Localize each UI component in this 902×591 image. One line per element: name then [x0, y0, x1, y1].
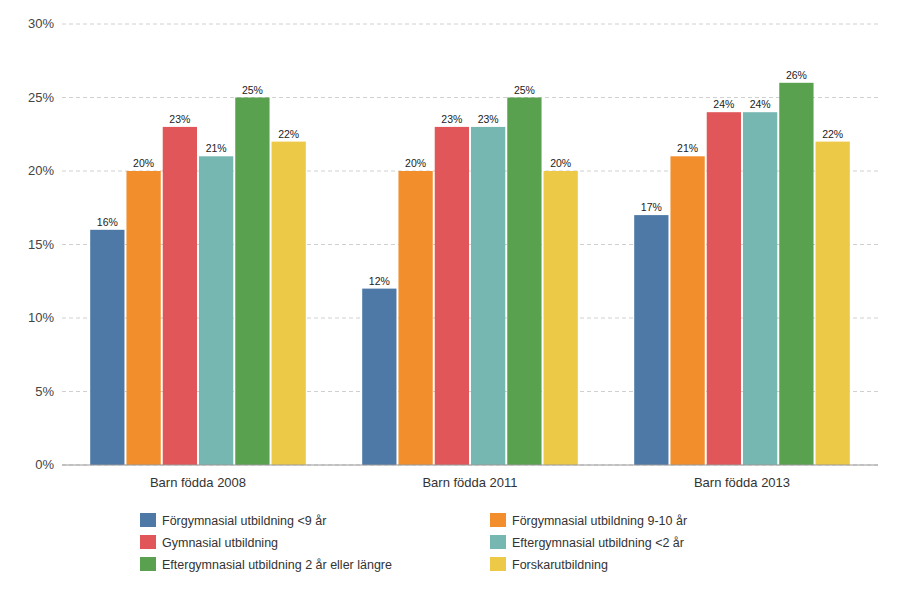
- y-tick-label: 5%: [35, 384, 54, 399]
- legend-swatch: [490, 557, 506, 571]
- data-labels: 16% 12% 17% 20% 20% 21% 23% 23% 24% 21% 23% 24% 25% 2…: [97, 69, 843, 287]
- bar: [235, 98, 269, 466]
- bar: [199, 156, 233, 465]
- data-label: 24%: [750, 98, 771, 110]
- data-label: 20%: [550, 157, 571, 169]
- legend-label: Gymnasial utbildning: [162, 536, 278, 550]
- legend-label: Forskarutbildning: [512, 558, 608, 572]
- data-label: 21%: [677, 142, 698, 154]
- legend: Förgymnasial utbildning <9 år Förgymnasia…: [140, 513, 687, 572]
- data-label: 23%: [169, 113, 190, 125]
- data-label: 20%: [405, 157, 426, 169]
- data-label: 25%: [242, 84, 263, 96]
- bar: [743, 112, 777, 465]
- legend-swatch: [490, 535, 506, 549]
- y-tick-label: 10%: [28, 310, 54, 325]
- bar: [544, 171, 578, 465]
- bar: [670, 156, 704, 465]
- data-label: 25%: [514, 84, 535, 96]
- x-axis-line: [62, 465, 878, 466]
- chart: 0% 5% 10% 15% 20% 25% 30% 16% 12% 17% 20% 20% 21% 23%…: [0, 0, 902, 591]
- x-tick-label: Barn födda 2013: [694, 475, 790, 490]
- bars: [90, 83, 850, 465]
- grid-line: [62, 465, 878, 466]
- data-label: 23%: [441, 113, 462, 125]
- legend-label: Eftergymnasial utbildning 2 år eller län…: [162, 558, 392, 572]
- y-tick-label: 15%: [28, 237, 54, 252]
- data-label: 26%: [786, 69, 807, 81]
- legend-label: Förgymnasial utbildning 9-10 år: [512, 514, 687, 528]
- bar: [816, 142, 850, 465]
- y-tick-label: 25%: [28, 90, 54, 105]
- data-label: 20%: [133, 157, 154, 169]
- bar: [779, 83, 813, 465]
- data-label: 22%: [822, 128, 843, 140]
- data-label: 24%: [713, 98, 734, 110]
- legend-label: Eftergymnasial utbildning <2 år: [512, 536, 684, 550]
- bar: [126, 171, 160, 465]
- bar: [398, 171, 432, 465]
- data-label: 22%: [278, 128, 299, 140]
- bar: [707, 112, 741, 465]
- data-label: 17%: [641, 201, 662, 213]
- data-label: 21%: [206, 142, 227, 154]
- x-tick-label: Barn födda 2008: [150, 475, 246, 490]
- data-label: 16%: [97, 216, 118, 228]
- bar: [471, 127, 505, 465]
- data-label: 12%: [369, 275, 390, 287]
- bar: [163, 127, 197, 465]
- grid-line: [62, 24, 878, 25]
- bar: [435, 127, 469, 465]
- legend-swatch: [140, 513, 156, 527]
- legend-swatch: [140, 535, 156, 549]
- bar: [634, 215, 668, 465]
- legend-swatch: [140, 557, 156, 571]
- data-label: 23%: [478, 113, 499, 125]
- legend-label: Förgymnasial utbildning <9 år: [162, 514, 326, 528]
- y-axis: 0% 5% 10% 15% 20% 25% 30%: [28, 16, 878, 472]
- bar: [507, 98, 541, 466]
- y-tick-label: 0%: [35, 457, 54, 472]
- y-tick-label: 20%: [28, 163, 54, 178]
- y-tick-label: 30%: [28, 16, 54, 31]
- bar: [272, 142, 306, 465]
- x-tick-label: Barn födda 2011: [422, 475, 517, 490]
- bar: [362, 289, 396, 465]
- legend-swatch: [490, 513, 506, 527]
- bar: [90, 230, 124, 465]
- x-axis: Barn födda 2008 Barn födda 2011 Barn födda…: [62, 465, 878, 490]
